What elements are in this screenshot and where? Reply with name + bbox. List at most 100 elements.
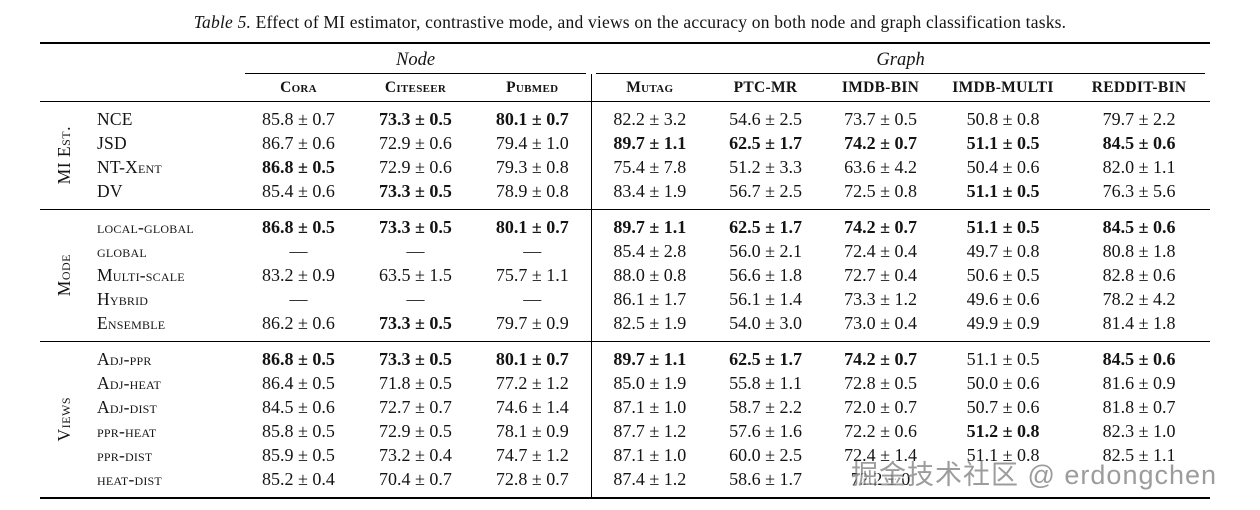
data-cell: 57.6 ± 1.6	[729, 421, 802, 441]
data-cell: —	[406, 289, 425, 309]
data-cell: 82.5 ± 1.9	[590, 311, 709, 342]
data-cell: 54.6 ± 2.5	[708, 101, 824, 131]
data-cell: 72.4 ± 0.4	[844, 241, 917, 261]
data-cell: 82.3 ± 1.0	[1102, 421, 1176, 441]
row-label: DV	[97, 181, 123, 201]
row-label: ppr-dist	[97, 445, 153, 465]
data-cell: —	[289, 241, 308, 261]
data-cell: 60.0 ± 2.5	[729, 445, 802, 465]
row-label: heat-dist	[97, 469, 162, 489]
group-header-row: Node Graph	[40, 43, 1210, 74]
data-cell: 82.8 ± 0.6	[1102, 265, 1176, 285]
data-cell: 74.6 ± 1.4	[495, 397, 569, 417]
data-cell: 63.5 ± 1.5	[379, 265, 452, 285]
table-row: ppr-heat 85.8 ± 0.5 72.9 ± 0.5 78.1 ± 0.9 87…	[40, 419, 1210, 443]
data-cell: 74.2 ± 0.7	[823, 341, 939, 371]
group-node-label: Node	[245, 50, 587, 74]
data-cell: 51.1 ± 0.5	[938, 209, 1069, 239]
group-graph-label: Graph	[596, 50, 1206, 74]
data-cell: 58.7 ± 2.2	[729, 397, 802, 417]
data-cell: 63.6 ± 4.2	[844, 157, 917, 177]
data-cell: 72.0 ± 0.7	[844, 397, 917, 417]
data-cell: 73.3 ± 0.5	[379, 181, 452, 201]
data-cell: 86.8 ± 0.5	[240, 209, 357, 239]
table-row: ppr-dist 85.9 ± 0.5 73.2 ± 0.4 74.7 ± 1.2 87…	[40, 443, 1210, 467]
data-cell: 85.9 ± 0.5	[262, 445, 335, 465]
row-label: Hybrid	[97, 289, 149, 309]
data-cell: 87.1 ± 1.0	[590, 395, 709, 419]
data-cell	[1068, 467, 1210, 498]
data-cell: 74.2 ± 0.7	[844, 133, 917, 153]
data-cell: 80.1 ± 0.7	[474, 101, 592, 131]
table-body: MI Est. NCE 85.8 ± 0.7 73.3 ± 0.5 80.1 ± 0.7…	[40, 101, 1211, 498]
data-cell: 85.2 ± 0.4	[262, 469, 335, 489]
data-cell: 72.4 ± 1.4	[844, 445, 917, 465]
section-group-label: Views	[40, 341, 88, 498]
data-cell: 89.7 ± 1.1	[590, 341, 709, 371]
table-row: MI Est. NCE 85.8 ± 0.7 73.3 ± 0.5 80.1 ± 0.7…	[40, 101, 1211, 210]
data-cell: 73.3 ± 1.2	[844, 289, 917, 309]
data-cell: 70.4 ± 0.7	[379, 469, 452, 489]
data-cell: 88.0 ± 0.8	[590, 263, 709, 287]
data-cell: 51.1 ± 0.5	[938, 341, 1069, 371]
data-cell: 80.1 ± 0.7	[474, 341, 592, 371]
data-cell: 81.6 ± 0.9	[1102, 373, 1176, 393]
data-cell: 80.1 ± 0.7	[474, 209, 592, 239]
data-cell: 87.7 ± 1.2	[590, 419, 709, 443]
data-cell: 84.5 ± 0.6	[1102, 133, 1176, 153]
data-cell: 79.4 ± 1.0	[495, 133, 569, 153]
row-label: Adj-ppr	[88, 341, 240, 371]
row-label: Multi-scale	[97, 265, 185, 285]
data-cell: 72.5 ± 0.8	[844, 181, 917, 201]
data-cell: 82.5 ± 1.1	[1102, 445, 1176, 465]
table-row: Mode local-global 86.8 ± 0.5 73.3 ± 0.5 80.1…	[40, 209, 1211, 342]
table-row: global — — — 85.4 ± 2.8 56.0 ± 2.1 72.4 ± 0.4 4…	[40, 239, 1210, 263]
data-cell: 72.2 ± 0.6	[844, 421, 917, 441]
column-header-cora: Cora	[240, 74, 357, 102]
data-cell: 74.2 ± 0.7	[823, 209, 939, 239]
column-header-imdb-multi: IMDB-MULTI	[938, 74, 1069, 102]
data-cell: 87.4 ± 1.2	[590, 467, 709, 498]
data-cell: 74.7 ± 1.2	[495, 445, 569, 465]
data-cell: 79.7 ± 2.2	[1068, 101, 1211, 131]
data-cell: 72.9 ± 0.6	[379, 133, 452, 153]
column-header-row: Cora Citeseer Pubmed Mutag PTC-MR IMDB-BIN IMD…	[40, 74, 1211, 102]
table-row: Hybrid — — — 86.1 ± 1.7 56.1 ± 1.4 73.3 ± 1.2 4…	[40, 287, 1210, 311]
data-cell: 86.1 ± 1.7	[590, 287, 709, 311]
group-header-node: Node	[240, 43, 591, 74]
data-cell: 85.4 ± 2.8	[590, 239, 709, 263]
data-cell	[938, 467, 1068, 498]
row-label: Adj-heat	[97, 373, 162, 393]
data-cell: 51.1 ± 0.8	[966, 445, 1040, 465]
data-cell: —	[406, 241, 425, 261]
data-cell: 56.1 ± 1.4	[729, 289, 802, 309]
data-cell: 73.3 ± 0.5	[357, 209, 474, 239]
table-row: NT-Xent 86.8 ± 0.5 72.9 ± 0.6 79.3 ± 0.8 75.…	[40, 155, 1210, 179]
row-label: ppr-heat	[97, 421, 157, 441]
data-cell: —	[523, 241, 542, 261]
data-cell: 86.4 ± 0.5	[262, 373, 335, 393]
data-cell: 79.3 ± 0.8	[495, 157, 569, 177]
data-cell: 75.7 ± 1.1	[495, 265, 569, 285]
data-cell: 50.4 ± 0.6	[966, 157, 1040, 177]
section-group-label-text: MI Est.	[54, 125, 74, 185]
data-cell: 55.8 ± 1.1	[729, 373, 802, 393]
data-cell: 54.0 ± 3.0	[729, 313, 802, 333]
data-cell: 73.0 ± 0.4	[844, 313, 917, 333]
data-cell: 50.6 ± 0.5	[966, 265, 1040, 285]
data-cell: 56.7 ± 2.5	[729, 181, 802, 201]
section-group-label-text: Views	[54, 396, 74, 442]
data-cell: 72.7 ± 0.4	[844, 265, 917, 285]
data-cell: 87.1 ± 1.0	[590, 443, 709, 467]
data-cell: 78.2 ± 4.2	[1102, 289, 1176, 309]
data-cell: 73.7 ± 0.5	[823, 101, 939, 131]
data-cell: 85.0 ± 1.9	[590, 371, 709, 395]
table-row: Ensemble 86.2 ± 0.6 73.3 ± 0.5 79.7 ± 0.9 82…	[40, 311, 1210, 342]
column-header-citeseer: Citeseer	[357, 74, 474, 102]
caption-label: Table 5.	[193, 12, 252, 32]
table-row: Adj-dist 84.5 ± 0.6 72.7 ± 0.7 74.6 ± 1.4 87…	[40, 395, 1210, 419]
row-label: global	[97, 241, 147, 261]
data-cell: 71.8 ± 0.5	[379, 373, 452, 393]
data-cell: 83.2 ± 0.9	[262, 265, 335, 285]
